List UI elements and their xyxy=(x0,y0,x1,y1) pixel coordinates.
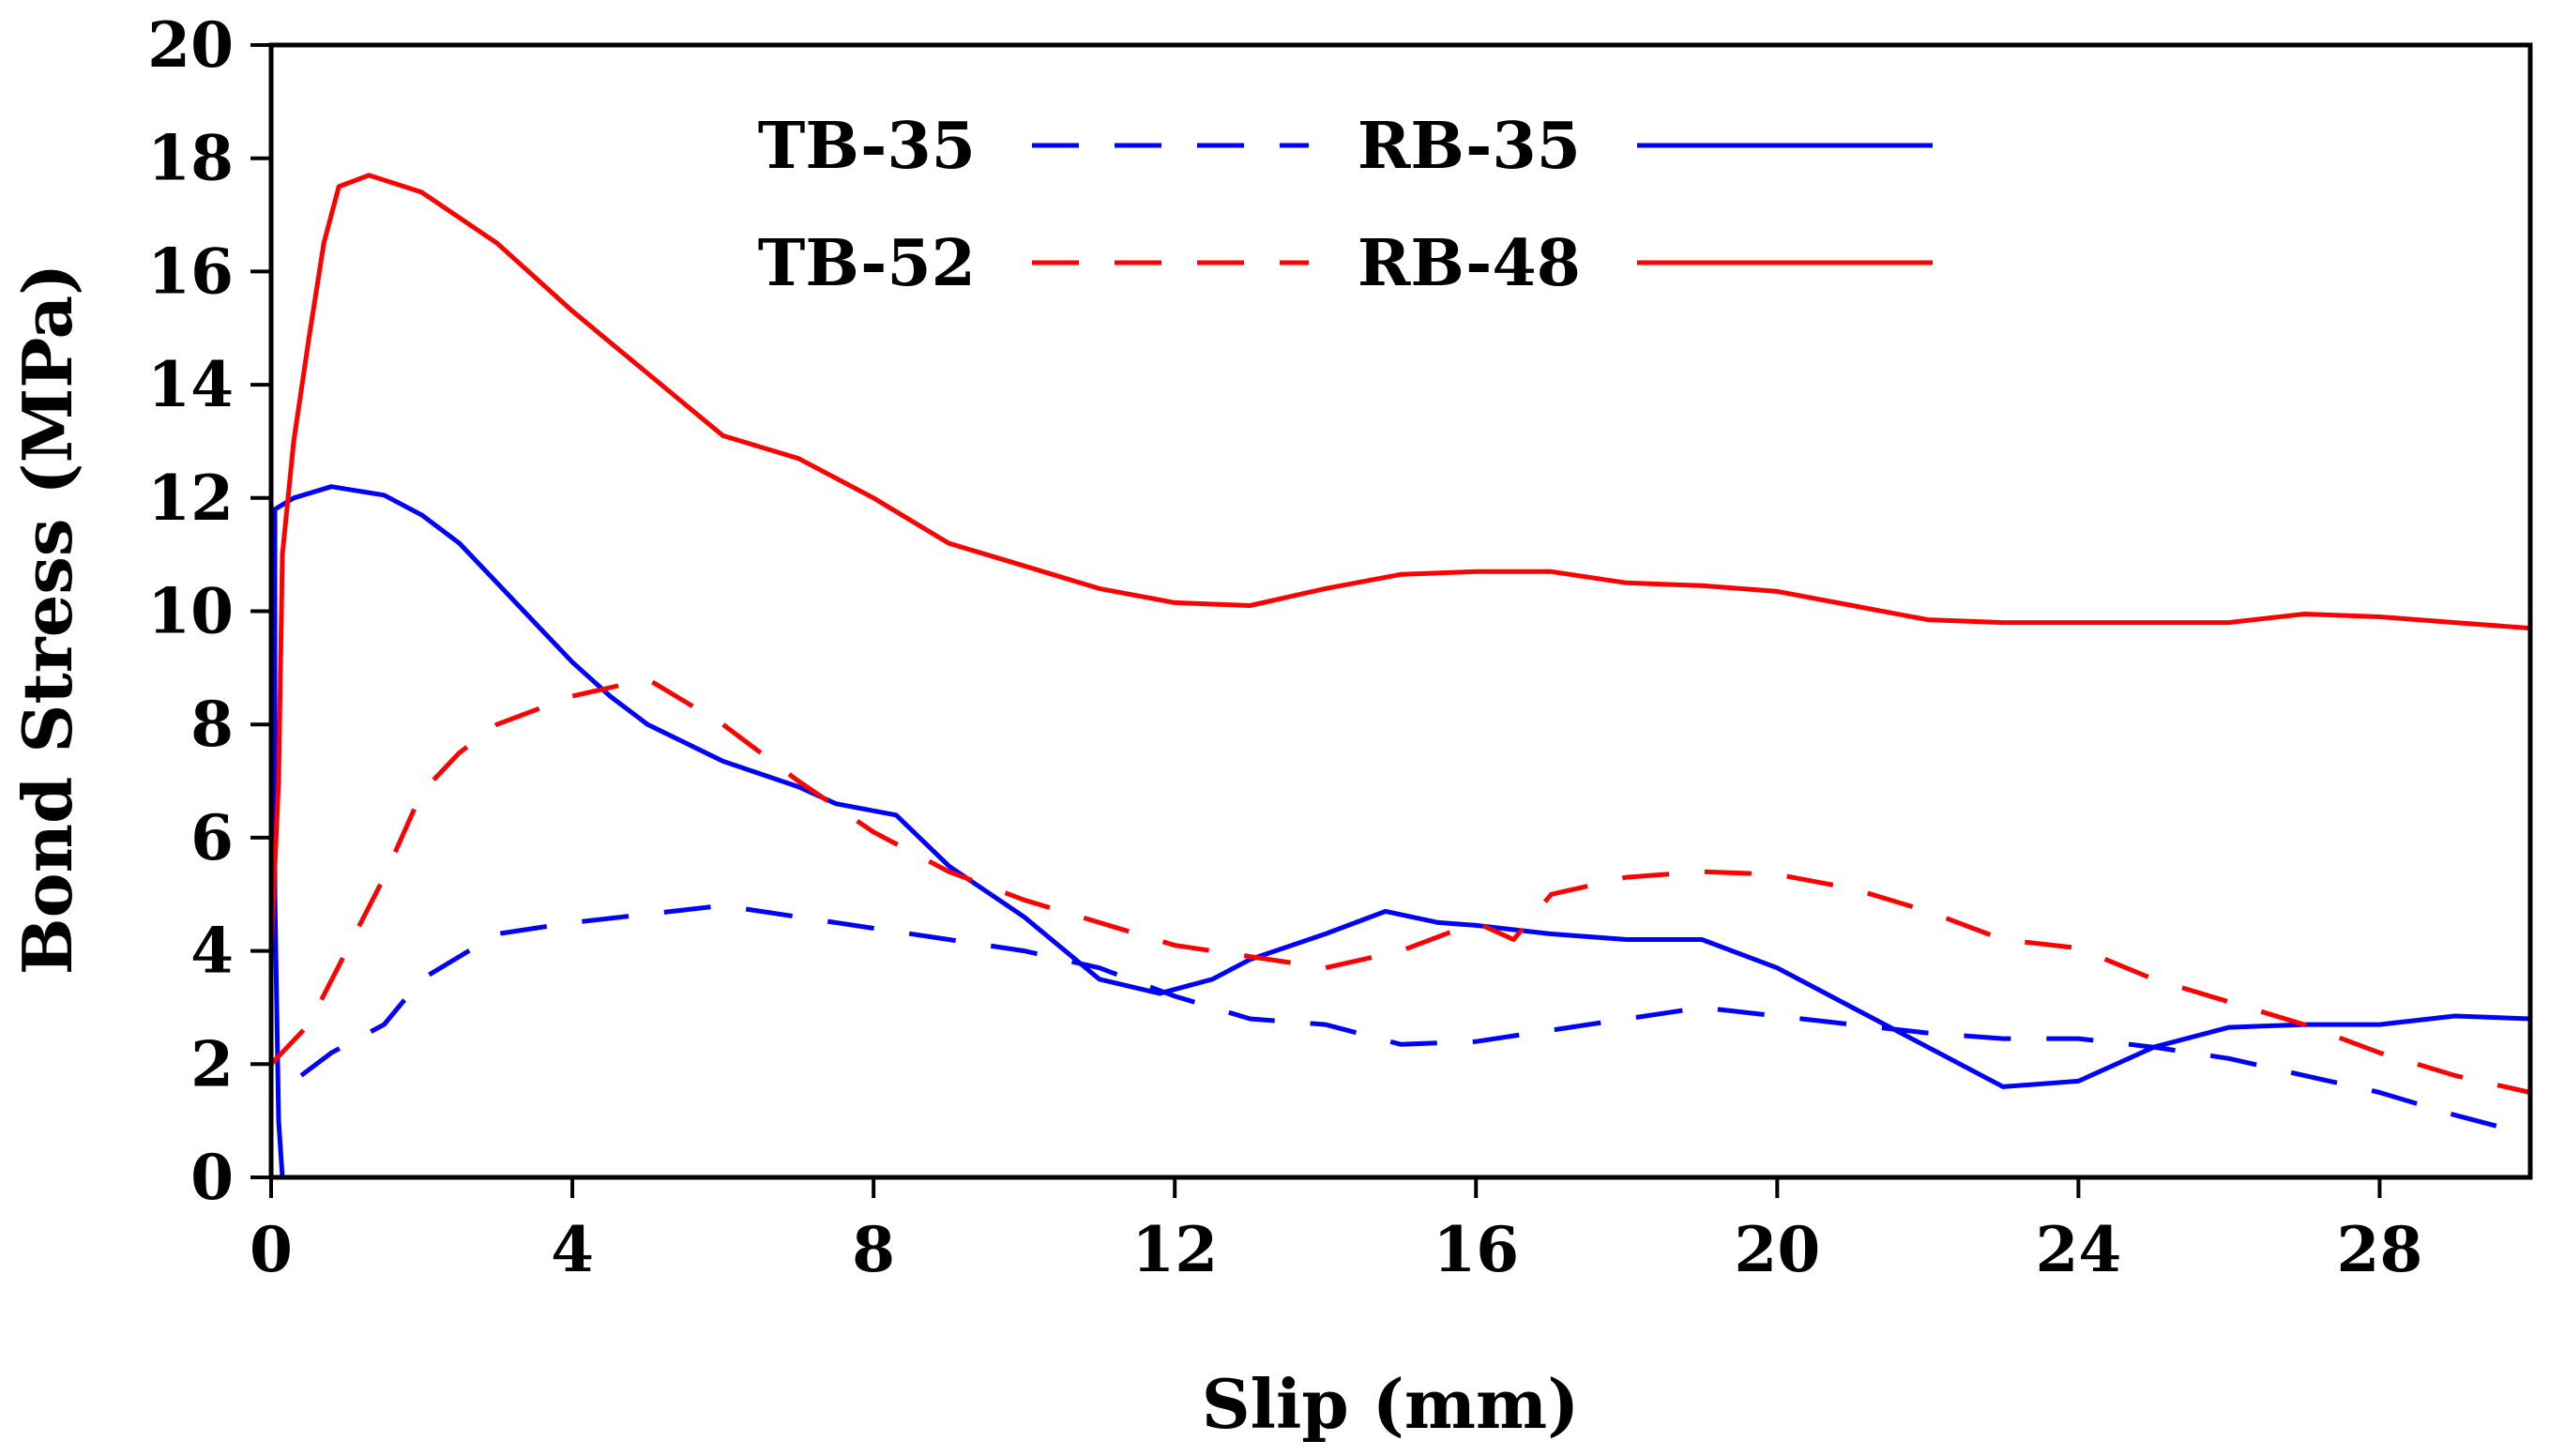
y-axis-title: Bond Stress (MPa) xyxy=(8,264,87,975)
x-tick-label: 4 xyxy=(551,1213,594,1286)
y-tick-label: 10 xyxy=(147,575,234,648)
legend-label: RB-48 xyxy=(1358,226,1581,301)
x-tick-label: 0 xyxy=(250,1213,293,1286)
x-tick-label: 24 xyxy=(2035,1213,2121,1286)
y-tick-label: 8 xyxy=(190,688,234,761)
legend-entry-tb-52: TB-52 xyxy=(758,226,1309,301)
legend: TB-35 RB-35 TB-52 RB-48 xyxy=(758,109,1933,301)
series-line-rb-48 xyxy=(268,173,2531,1160)
y-tick-label: 14 xyxy=(147,348,234,421)
series-line-tb-52 xyxy=(269,676,2531,1095)
x-tick-label: 28 xyxy=(2337,1213,2423,1286)
series-line-tb-35 xyxy=(299,902,2531,1138)
y-tick-label: 18 xyxy=(147,122,234,195)
legend-label: TB-52 xyxy=(758,226,976,301)
x-tick-label: 16 xyxy=(1433,1213,1519,1286)
y-tick-label: 20 xyxy=(147,8,234,82)
legend-entry-rb-35: RB-35 xyxy=(1358,109,1933,184)
y-tick-label: 12 xyxy=(147,462,234,535)
y-tick-label: 16 xyxy=(147,235,234,308)
y-tick-label: 0 xyxy=(190,1141,234,1214)
legend-label: TB-35 xyxy=(758,109,976,184)
x-tick-label: 8 xyxy=(852,1213,895,1286)
series-layer xyxy=(268,173,2531,1178)
y-tick-label: 2 xyxy=(190,1027,234,1100)
legend-label: RB-35 xyxy=(1358,109,1581,184)
y-tick-label: 4 xyxy=(190,915,234,988)
x-axis-title: Slip (mm) xyxy=(1202,1364,1580,1444)
legend-entry-rb-48: RB-48 xyxy=(1358,226,1933,301)
legend-entry-tb-35: TB-35 xyxy=(758,109,1309,184)
series-line-rb-35 xyxy=(272,484,2531,1178)
y-tick-label: 6 xyxy=(190,801,234,874)
plot-frame xyxy=(268,42,2533,1180)
x-tick-label: 20 xyxy=(1734,1213,1820,1286)
x-tick-label: 12 xyxy=(1131,1213,1218,1286)
